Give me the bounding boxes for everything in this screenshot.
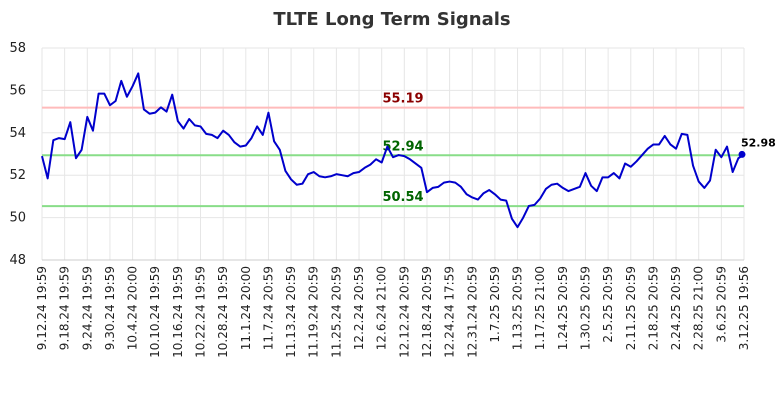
x-tick-label: 10.22.24 19:59	[194, 266, 208, 358]
x-axis: 9.12.24 19:59 9.18.24 19:59 9.24.24 19:59 9…	[35, 259, 751, 358]
last-value-label: 52.98	[741, 136, 776, 149]
x-tick-label: 11.1.24 20:00	[239, 266, 253, 350]
y-tick-label: 56	[9, 83, 26, 98]
x-tick-label: 3.6.25 20:59	[714, 266, 728, 343]
x-tick-label: 2.5.25 20:59	[601, 266, 615, 343]
x-tick-label: 12.24.24 17:59	[443, 266, 457, 358]
x-tick-label: 2.28.25 21:00	[692, 266, 706, 350]
x-tick-label: 12.2.24 20:59	[352, 266, 366, 350]
x-tick-label: 12.31.24 20:59	[465, 266, 479, 358]
series	[41, 72, 745, 229]
x-tick-label: 11.19.24 20:59	[307, 266, 321, 358]
x-tick-label: 10.28.24 19:59	[216, 266, 230, 358]
y-tick-label: 48	[9, 253, 26, 268]
x-tick-label: 11.7.24 20:59	[261, 266, 275, 350]
y-axis: 48 50 52 54 56 58	[9, 41, 26, 268]
y-tick-label: 52	[9, 168, 26, 183]
x-tick-label: 9.18.24 19:59	[58, 266, 72, 350]
x-tick-label: 12.18.24 20:59	[420, 266, 434, 358]
x-tick-label: 10.16.24 19:59	[171, 266, 185, 358]
chart-title: TLTE Long Term Signals	[273, 9, 510, 30]
x-tick-label: 11.13.24 20:59	[284, 266, 298, 358]
x-tick-label: 2.11.25 20:59	[624, 266, 638, 350]
x-tick-label: 12.12.24 20:59	[397, 266, 411, 358]
x-tick-label: 10.10.24 19:59	[148, 266, 162, 358]
x-tick-label: 9.12.24 19:59	[35, 266, 49, 350]
x-tick-label: 2.18.25 20:59	[646, 266, 660, 350]
x-tick-label: 9.30.24 19:59	[103, 266, 117, 350]
x-tick-label: 12.6.24 21:00	[375, 266, 389, 350]
x-tick-label: 10.4.24 20:00	[126, 266, 140, 350]
x-tick-label: 1.17.25 21:00	[533, 266, 547, 350]
x-tick-label: 1.7.25 20:59	[488, 266, 502, 343]
signal-level-label: 52.94	[382, 139, 423, 154]
x-tick-label: 11.25.24 20:59	[329, 266, 343, 358]
x-tick-label: 1.13.25 20:59	[511, 266, 525, 350]
x-tick-label: 1.30.25 20:59	[578, 266, 592, 350]
series-line	[41, 72, 745, 229]
y-tick-label: 58	[9, 41, 26, 56]
x-tick-label: 9.24.24 19:59	[80, 266, 94, 350]
signal-level-label: 55.19	[382, 92, 423, 107]
annotations: 52.98	[738, 136, 776, 158]
signal-level-label: 50.54	[382, 190, 423, 205]
grid	[41, 47, 745, 261]
last-point-marker	[738, 150, 746, 158]
y-tick-label: 50	[9, 211, 26, 226]
x-tick-label: 2.24.25 20:59	[669, 266, 683, 350]
x-tick-label: 1.24.25 20:59	[556, 266, 570, 350]
signal-levels: 55.19 52.94 50.54	[42, 92, 744, 208]
x-tick-label: 3.12.25 19:56	[737, 266, 751, 350]
y-tick-label: 54	[9, 126, 26, 141]
